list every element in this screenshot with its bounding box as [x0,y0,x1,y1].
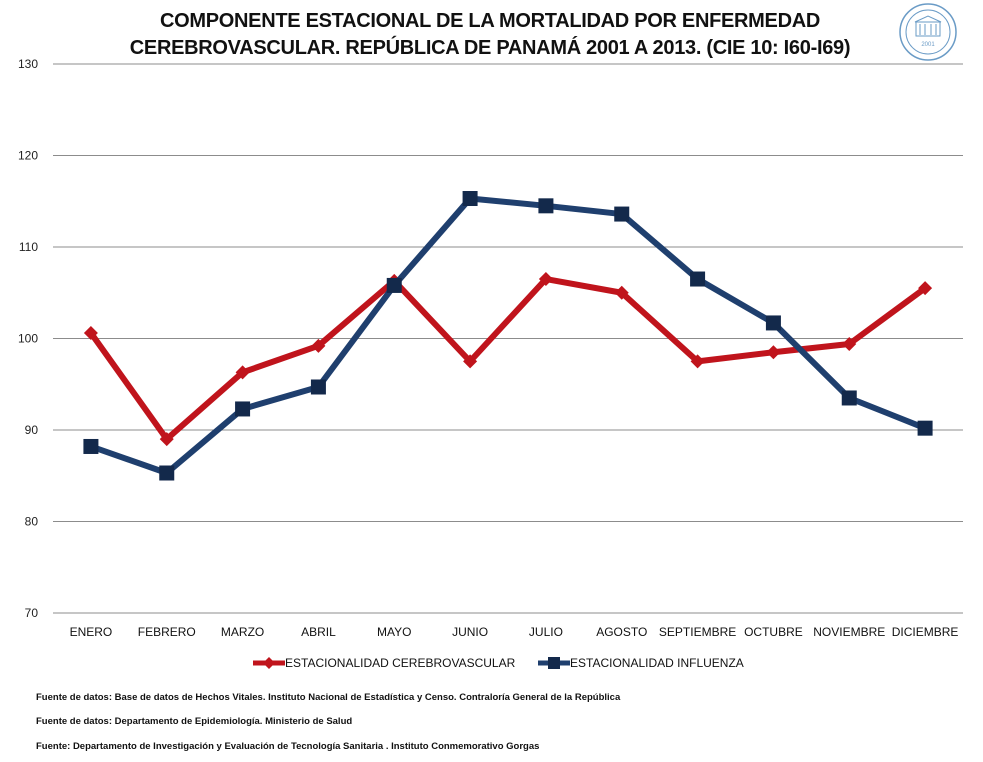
data-point [766,345,781,360]
data-point [690,271,706,287]
data-point [310,379,326,395]
data-point [159,432,174,447]
data-point [462,191,478,207]
series-1 [83,272,933,447]
data-point [311,338,326,353]
data-point [463,354,478,369]
series-lines [83,191,933,481]
data-point [386,277,402,293]
legend-item-1: ESTACIONALIDAD CEREBROVASCULAR [253,656,516,670]
x-tick-label: MAYO [377,625,411,639]
legend-marker [263,657,275,669]
series-line [87,276,929,443]
x-tick-label: FEBRERO [138,625,196,639]
chart-title-line-1: COMPONENTE ESTACIONAL DE LA MORTALIDAD P… [159,10,821,32]
legend-marker [548,657,560,669]
legend: ESTACIONALIDAD CEREBROVASCULAR ESTACIONAL… [253,656,744,670]
series-2 [83,191,933,481]
y-tick-label: 120 [18,149,38,163]
data-point [765,315,781,331]
gridlines [53,63,963,614]
legend-item-2: ESTACIONALIDAD INFLUENZA [538,656,744,670]
x-tick-label: DICIEMBRE [892,625,959,639]
y-tick-label: 90 [25,423,39,437]
footnote-source-3: Fuente: Departamento de Investigación y … [36,741,540,752]
data-point [83,438,99,454]
data-point [690,354,705,369]
y-axis-ticks: 70 80 90 100 110 120 130 [18,57,38,620]
data-point [917,420,933,436]
data-point [842,336,857,351]
footnote-source-2: Fuente de datos: Departamento de Epidemi… [36,716,353,727]
data-point [159,465,175,481]
legend-label: ESTACIONALIDAD CEREBROVASCULAR [285,656,516,670]
data-point [538,198,554,214]
y-tick-label: 110 [19,240,38,254]
data-point [614,285,629,300]
chart-title: COMPONENTE ESTACIONAL DE LA MORTALIDAD P… [110,8,870,62]
legend-label: ESTACIONALIDAD INFLUENZA [570,656,744,670]
data-point [614,206,630,222]
x-axis-ticks: ENERO FEBRERO MARZO ABRIL MAYO JUNIO JULIO AGOS… [70,625,959,639]
y-tick-label: 70 [25,606,39,620]
series-line [87,195,929,477]
data-point [235,365,250,380]
y-tick-label: 130 [18,57,38,71]
x-tick-label: SEPTIEMBRE [659,625,736,639]
x-tick-label: NOVIEMBRE [813,625,885,639]
x-tick-label: JULIO [529,625,563,639]
data-point [235,401,251,417]
x-tick-label: AGOSTO [596,625,647,639]
footnote-source-1: Fuente de datos: Base de datos de Hechos… [36,692,621,703]
y-tick-label: 100 [18,332,38,346]
x-tick-label: OCTUBRE [744,625,803,639]
logo-text: 2001 [921,42,935,48]
x-tick-label: ABRIL [301,625,336,639]
y-tick-label: 80 [25,515,39,529]
x-tick-label: ENERO [70,625,113,639]
data-point [918,281,933,296]
institution-seal-icon: 2001 [899,3,957,61]
x-tick-label: JUNIO [452,625,488,639]
data-point [538,272,553,287]
data-point [83,326,98,341]
x-tick-label: MARZO [221,625,264,639]
chart-title-line-2: CEREBROVASCULAR. REPÚBLICA DE PANAMÁ 200… [129,37,851,59]
data-point [841,390,857,406]
